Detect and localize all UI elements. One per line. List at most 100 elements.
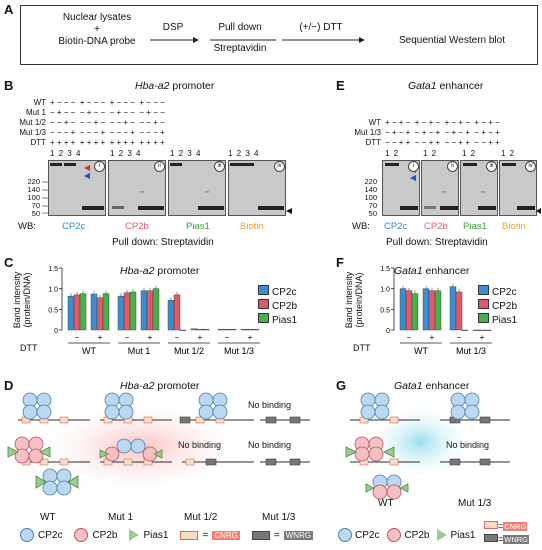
e-signs-row-2: − + − + − + − + − + − + − + − + xyxy=(385,128,500,137)
bar-pias1 xyxy=(102,293,110,331)
legend-swatch xyxy=(478,313,489,323)
d-group-mut1: Mut 1 xyxy=(108,512,134,523)
panel-c-title-gene: Hba-a2 xyxy=(120,265,155,277)
dtt-sign: + xyxy=(430,333,435,342)
wnrg-legend-label: WNRG xyxy=(283,530,314,540)
panel-e-title-rest: enhancer xyxy=(436,80,484,92)
d-group-wt: WT xyxy=(40,512,56,523)
cnrg-box xyxy=(59,416,69,424)
cp2b-circle xyxy=(372,484,388,500)
band xyxy=(424,206,436,209)
panel-b-title: Hba-a2 promoter xyxy=(135,80,214,92)
cp2c-circle xyxy=(360,404,376,420)
pias1-legend-icon xyxy=(437,529,448,541)
b-signs-row-4: − − − + − − − + − − − + − − − + xyxy=(50,128,165,137)
panel-d-title: Hba-a2 promoter xyxy=(120,380,199,392)
bar-cp2c xyxy=(449,286,457,331)
b-row-label-dtt: DTT xyxy=(30,138,46,147)
band xyxy=(517,206,535,210)
panel-g-title: Gata1 enhancer xyxy=(394,380,469,392)
dtt-sign: + xyxy=(480,333,485,342)
cnrg-legend-label: CNRG xyxy=(212,530,240,540)
panel-c-title-rest: promoter xyxy=(154,265,200,277)
cp2c-circle xyxy=(198,404,214,420)
b-roman-iv: iv xyxy=(274,161,285,172)
bar-cp2c xyxy=(67,295,75,331)
bar-cp2b xyxy=(123,292,131,331)
e-wb-prefix: WB: xyxy=(352,221,370,232)
dtt-sign: − xyxy=(225,333,230,342)
workflow-step-2-top: Pull down xyxy=(218,22,262,33)
cnrg-box xyxy=(185,458,195,466)
marker: ** xyxy=(442,191,446,197)
c-legend-cp2c: CP2c xyxy=(258,285,297,299)
pias1-triangle xyxy=(365,483,375,493)
legend-text: Pias1 xyxy=(272,315,298,326)
pias1-legend-label: Pias1 xyxy=(143,529,169,541)
f-legend: CP2c CP2b Pias1 xyxy=(478,285,517,327)
panel-label-f: F xyxy=(336,255,344,270)
e-blot-bands: ** ** xyxy=(385,163,541,214)
pias1-triangle xyxy=(7,446,19,458)
b-roman-ii: ii xyxy=(154,161,165,172)
pias1-triangle xyxy=(153,449,163,459)
b-wb-cp2b: CP2b xyxy=(125,221,149,232)
chart-c: 00.51.01.5− + − + − + − +WT Mut 1 Mut 1/2 Mut 1/3 xyxy=(48,266,260,356)
b-signs-row-1: + − − − + − − − + − − − + − − − xyxy=(50,98,165,107)
b-blot-bands: ** ** xyxy=(42,163,292,214)
cp2c-circle xyxy=(22,404,38,420)
wnrg-legend-eq: = xyxy=(273,529,280,541)
legend-text: Pias1 xyxy=(492,315,518,326)
bar-cp2b xyxy=(428,290,436,331)
band xyxy=(258,206,284,210)
legend-swatch xyxy=(258,313,269,323)
workflow-step-1: Nuclear lysates + Biotin-DNA probe xyxy=(58,12,136,47)
wnrg-box xyxy=(479,416,491,424)
pias1-triangle xyxy=(99,449,109,459)
e-lane-numbers-1: 1 2 xyxy=(385,149,400,158)
y-tick-label: 0.5 xyxy=(380,307,390,314)
bar-cp2b xyxy=(173,294,181,331)
bar-cp2b xyxy=(455,291,463,331)
wnrg-box xyxy=(289,416,301,424)
cp2c-circle xyxy=(116,438,132,454)
bar-pias1 xyxy=(434,290,442,331)
pias1-triangle xyxy=(345,446,357,458)
wnrg-legend-label: WNRG xyxy=(503,535,530,544)
f-legend-cp2c: CP2c xyxy=(478,285,517,299)
wnrg-legend-eq: = xyxy=(498,534,504,544)
g-no-binding: No binding xyxy=(446,440,490,450)
legend-text: CP2c xyxy=(272,287,297,298)
bar-cp2c xyxy=(190,328,198,331)
cnrg-box xyxy=(123,458,133,466)
band xyxy=(138,206,164,210)
blue-arrowhead xyxy=(84,173,90,179)
cp2c-circle xyxy=(118,404,134,420)
bar-cp2c xyxy=(167,300,175,331)
bar-pias1 xyxy=(79,293,87,331)
y-tick-label: 1.5 xyxy=(380,266,390,273)
c-dtt-label: DTT xyxy=(20,343,38,353)
g-legend: CP2c CP2b Pias1 xyxy=(338,528,475,542)
cp2b-legend-icon xyxy=(74,528,89,542)
pias1-triangle xyxy=(35,475,47,489)
cnrg-box xyxy=(195,416,205,424)
e-roman-iii: iii xyxy=(486,161,497,172)
cnrg-legend-label: CNRG xyxy=(503,522,528,531)
cnrg-box xyxy=(389,458,399,466)
g-legend-motifs: =CNRG =WNRG xyxy=(484,520,530,546)
f-legend-cp2b: CP2b xyxy=(478,299,517,313)
cp2c-circle xyxy=(104,404,120,420)
panel-d-title-gene: Hba-a2 xyxy=(120,380,155,392)
bar-pias1 xyxy=(461,329,469,331)
dtt-sign: + xyxy=(248,333,253,342)
b-roman-iii: iii xyxy=(214,161,225,172)
panel-f-title-gene: Gata1 xyxy=(394,265,423,277)
panel-b-title-rest: promoter xyxy=(169,80,215,92)
bar-cp2b xyxy=(223,328,231,331)
c-y-axis-label: Band intensity (protein/DNA) xyxy=(12,271,32,329)
e-mw-70: 70 xyxy=(368,201,377,210)
e-row-label-wt: WT xyxy=(368,118,381,127)
cp2b-legend-icon xyxy=(387,528,402,542)
e-row-label-mut13: Mut 1/3 xyxy=(354,128,381,137)
